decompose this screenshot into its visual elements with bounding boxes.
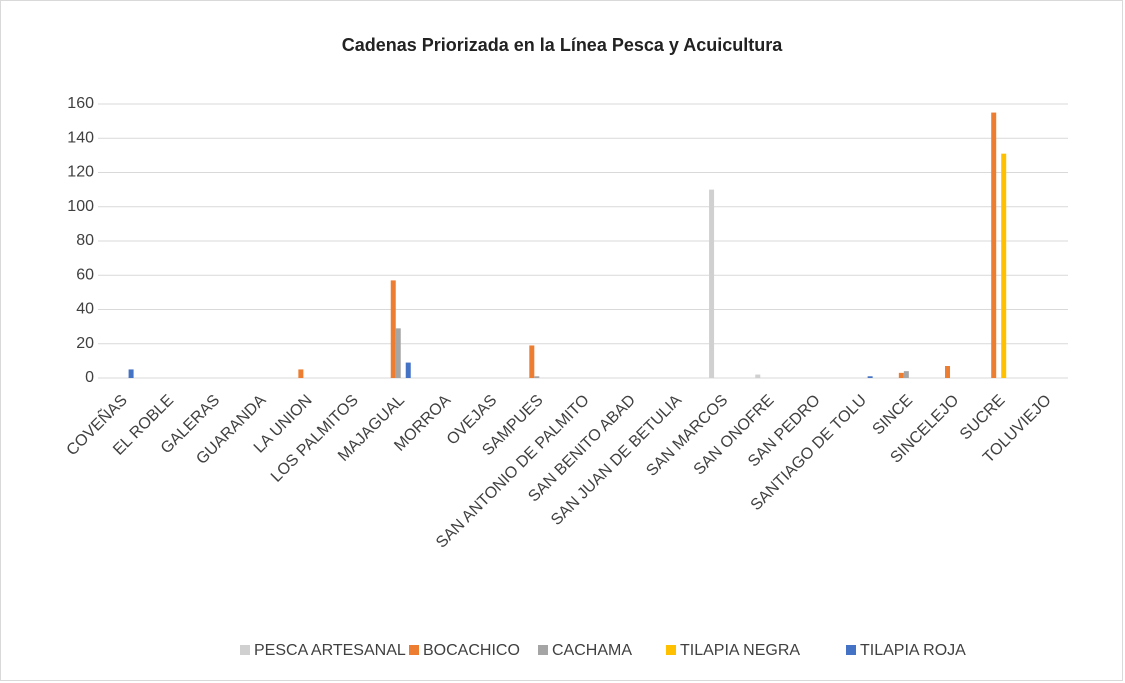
legend-label: PESCA ARTESANAL [254, 642, 406, 659]
bar [298, 369, 304, 378]
legend-label: TILAPIA NEGRA [680, 642, 800, 659]
bar [945, 366, 951, 378]
bar [395, 328, 401, 378]
legend-label: CACHAMA [552, 642, 632, 659]
bar [534, 376, 540, 378]
legend-swatch [846, 645, 856, 655]
bar [903, 371, 909, 378]
y-tick-label: 160 [67, 95, 94, 112]
y-tick-label: 60 [76, 266, 94, 283]
y-tick-label: 80 [76, 232, 94, 249]
bar [991, 112, 997, 378]
y-tick-label: 40 [76, 301, 94, 318]
legend-swatch [240, 645, 250, 655]
bar [709, 189, 715, 378]
legend-label: BOCACHICO [423, 642, 520, 659]
y-tick-label: 120 [67, 164, 94, 181]
y-tick-label: 0 [85, 369, 94, 386]
bar [898, 372, 904, 378]
bar [128, 369, 134, 378]
legend-label: TILAPIA ROJA [860, 642, 966, 659]
legend-swatch [666, 645, 676, 655]
legend-swatch [538, 645, 548, 655]
y-tick-label: 140 [67, 129, 94, 146]
bar [390, 280, 396, 378]
bar [755, 374, 761, 378]
bar [1001, 153, 1007, 378]
chart-title: Cadenas Priorizada en la Línea Pesca y A… [342, 35, 783, 55]
y-tick-label: 100 [67, 198, 94, 215]
y-tick-label: 20 [76, 335, 94, 352]
legend-swatch [409, 645, 419, 655]
bar [867, 376, 873, 378]
bar [405, 362, 411, 378]
bar [529, 345, 535, 378]
